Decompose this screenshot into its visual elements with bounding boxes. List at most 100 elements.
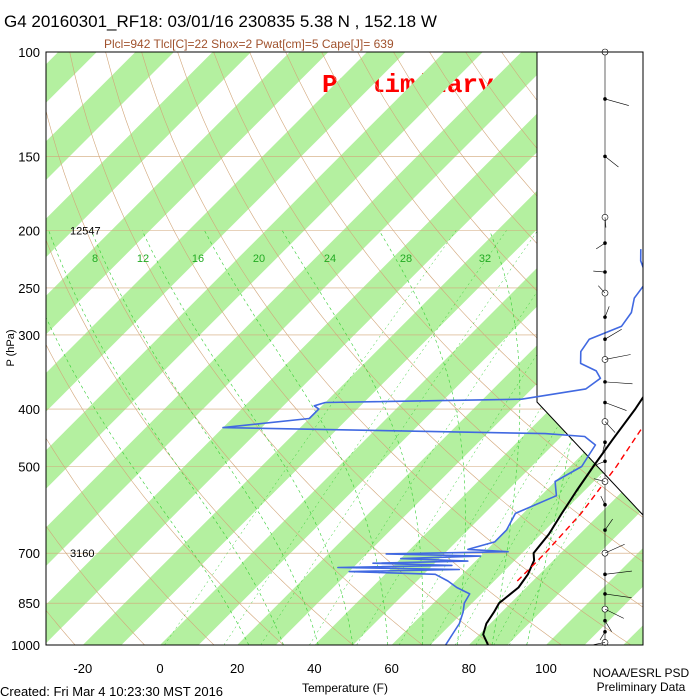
mixing-ratio-label: 24 [324, 253, 336, 265]
x-tick-label: 40 [307, 661, 321, 676]
agency-note: Preliminary Data [596, 680, 686, 694]
y-tick-label: 250 [18, 281, 40, 296]
temperature-band [46, 52, 560, 566]
wind-barb [604, 329, 622, 340]
agency-credit: NOAA/ESRL PSD Preliminary Data [582, 666, 700, 694]
y-tick-label: 850 [18, 596, 40, 611]
temperature-profile [482, 395, 643, 645]
dry-adiabat [141, 52, 632, 645]
wind-barb [604, 217, 607, 228]
x-tick-label: 60 [384, 661, 398, 676]
y-axis: 100 150 200 250 300 400 500 700 850 1000 P (hPa) [5, 45, 40, 653]
y-tick-label: 400 [18, 402, 40, 417]
dry-adiabat [646, 52, 700, 645]
height-label: 12547 [70, 226, 101, 238]
temperature-band [46, 52, 329, 335]
chart-title: G4 20160301_RF18: 03/01/16 230835 5.38 N… [4, 12, 437, 31]
moist-adiabat [91, 230, 319, 645]
wind-barb [604, 354, 631, 360]
wind-barb [604, 421, 616, 433]
temperature-band [391, 393, 643, 645]
y-tick-label: 100 [18, 45, 40, 60]
dry-adiabat [46, 343, 284, 645]
wind-barb [594, 461, 606, 466]
moist-adiabat [281, 230, 424, 645]
temperature-band [237, 239, 643, 645]
wind-barb [596, 242, 606, 250]
temperature-band [623, 625, 643, 645]
moist-adiabat [378, 230, 466, 645]
chart-annotations: 12547 3160 8 12 16 20 24 28 32 [70, 226, 491, 561]
mixing-ratio-line [260, 230, 538, 645]
mixing-ratio-label: 8 [92, 253, 98, 265]
created-timestamp: Created: Fri Mar 4 10:23:30 MST 2016 [0, 684, 224, 699]
wind-barb [600, 495, 606, 505]
mixing-ratio-label: 20 [253, 253, 265, 265]
x-tick-label: 20 [230, 661, 244, 676]
x-axis: -20 0 20 40 60 80 100 Temperature (F) [73, 661, 556, 695]
dry-adiabat [213, 52, 643, 563]
mixing-ratio-line [223, 230, 507, 645]
y-tick-label: 700 [18, 546, 40, 561]
mixing-ratio-label: 12 [137, 253, 149, 265]
wind-barb [604, 306, 610, 318]
dewpoint-profile [222, 249, 643, 645]
y-axis-label: P (hPa) [5, 329, 17, 366]
dry-adiabat [46, 109, 423, 645]
wind-barb [604, 608, 624, 619]
x-axis-label: Temperature (F) [302, 681, 388, 695]
mixing-ratio-label: 32 [479, 253, 491, 265]
height-label: 3160 [70, 548, 94, 560]
mixing-ratio-line [493, 377, 643, 645]
x-tick-label: 80 [462, 661, 476, 676]
agency-name: NOAA/ESRL PSD [592, 666, 690, 680]
y-tick-label: 1000 [11, 638, 40, 653]
wind-barb [604, 570, 632, 575]
dry-adiabat [357, 52, 643, 388]
x-tick-label: 0 [156, 661, 163, 676]
wind-barb [604, 381, 633, 385]
plot-frame [45, 51, 644, 646]
temperature-band [46, 52, 97, 103]
wind-barb [604, 156, 619, 168]
mixing-ratio-line [430, 287, 643, 645]
moist-adiabat [48, 230, 284, 645]
dry-adiabat [69, 52, 493, 645]
x-tick-label: -20 [73, 661, 92, 676]
x-tick-label: 100 [535, 661, 557, 676]
wind-barb [604, 593, 632, 598]
dry-adiabat [46, 437, 215, 645]
temperature-band [46, 52, 406, 412]
temperature-band [46, 52, 174, 180]
dry-adiabat [321, 52, 643, 431]
wind-barb [598, 285, 606, 294]
wind-barbs [593, 48, 633, 646]
wind-barb [593, 270, 606, 273]
wind-panel-mask [537, 52, 643, 645]
profile-series [222, 249, 643, 645]
dry-adiabat [285, 52, 643, 474]
wind-barb [599, 631, 606, 641]
dry-adiabat [177, 52, 643, 608]
temperature-bands [46, 52, 643, 645]
dry-adiabat [46, 239, 354, 645]
temperature-band [468, 470, 643, 645]
dry-adiabat [249, 52, 643, 518]
y-tick-label: 150 [18, 149, 40, 164]
temperature-band [46, 52, 638, 644]
moist-adiabat [46, 316, 250, 645]
mixing-ratio-label: 28 [400, 253, 412, 265]
temperature-band [46, 52, 483, 489]
stability-indices: Plcl=942 Tlcl[C]=22 Shox=2 Pwat[cm]=5 Ca… [104, 37, 394, 51]
temperature-band [160, 162, 643, 645]
y-tick-label: 300 [18, 328, 40, 343]
y-tick-label: 500 [18, 459, 40, 474]
wind-barb [604, 518, 613, 531]
moist-adiabats [46, 230, 593, 645]
moist-adiabat [204, 230, 388, 645]
mixing-ratio-line [309, 230, 579, 645]
wind-barb [602, 442, 606, 452]
mixing-ratio-label: 16 [192, 253, 204, 265]
dry-adiabat [46, 525, 145, 645]
